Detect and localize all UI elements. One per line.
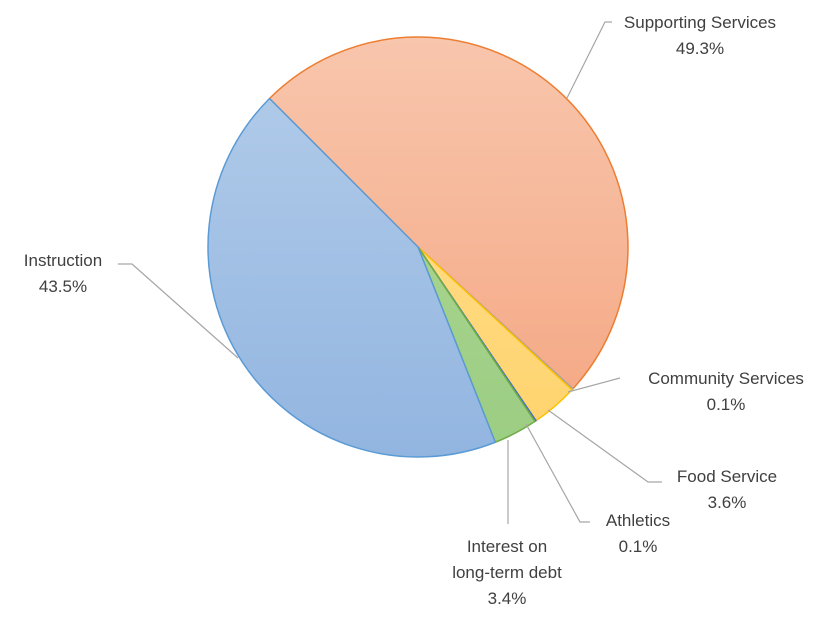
pie-slice-supporting-services bbox=[268, 36, 629, 390]
slice-value-label: 43.5% bbox=[39, 277, 87, 296]
slice-name-label: Interest on bbox=[467, 537, 547, 556]
slice-value-label: 3.6% bbox=[708, 493, 747, 512]
slice-name-label: Instruction bbox=[24, 251, 102, 270]
slice-label: Instruction 43.5% bbox=[24, 251, 102, 296]
slice-name-label: Food Service bbox=[677, 467, 777, 486]
slice-name-label: Athletics bbox=[606, 511, 670, 530]
slice-value-label: 0.1% bbox=[707, 395, 746, 414]
slice-value-label: 0.1% bbox=[619, 537, 658, 556]
leader-line bbox=[566, 21, 612, 99]
slice-label: Supporting Services 49.3% bbox=[624, 13, 776, 58]
leader-line bbox=[525, 423, 590, 523]
leader-line bbox=[118, 263, 239, 359]
slice-label: Interest on long-term debt 3.4% bbox=[452, 537, 562, 608]
slice-label: Community Services 0.1% bbox=[648, 369, 804, 414]
slice-value-label: 49.3% bbox=[676, 39, 724, 58]
leader-line bbox=[547, 409, 662, 483]
slice-label: Food Service 3.6% bbox=[677, 467, 777, 512]
slice-label: Athletics 0.1% bbox=[606, 511, 670, 556]
leader-line bbox=[567, 377, 621, 393]
slice-name-label: Supporting Services bbox=[624, 13, 776, 32]
slice-name-label: Community Services bbox=[648, 369, 804, 388]
slice-name-label: long-term debt bbox=[452, 563, 562, 582]
slice-value-label: 3.4% bbox=[488, 589, 527, 608]
pie-slice-instruction bbox=[207, 97, 497, 458]
